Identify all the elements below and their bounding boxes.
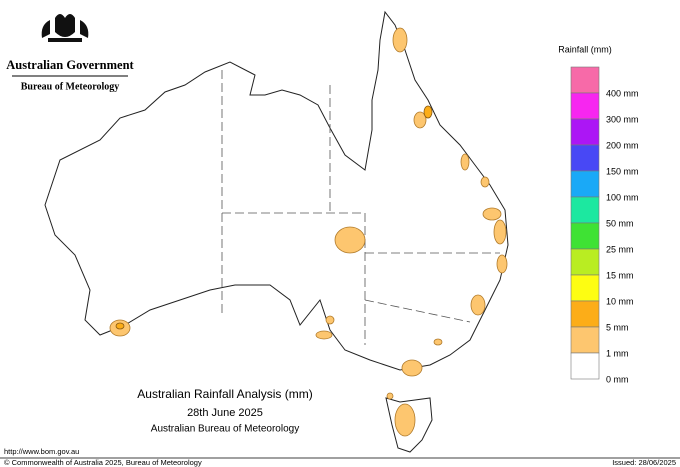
legend-swatch [570, 118, 600, 146]
legend-swatch [570, 92, 600, 120]
legend-label: 25 mm [606, 244, 634, 254]
map-source: Australian Bureau of Meteorology [151, 424, 299, 435]
legend-label: 1 mm [606, 348, 629, 358]
legend-label: 200 mm [606, 140, 639, 150]
legend-swatch [570, 274, 600, 302]
legend-swatch [570, 66, 600, 94]
legend-label: 5 mm [606, 322, 629, 332]
legend-label: 400 mm [606, 88, 639, 98]
crest [41, 14, 89, 42]
map-title: Australian Rainfall Analysis (mm) [137, 387, 312, 401]
legend-swatch [570, 248, 600, 276]
agency-name: Australian Government [6, 58, 134, 72]
legend-swatch [570, 170, 600, 198]
state-border [221, 70, 500, 345]
copyright: © Commonwealth of Australia 2025, Bureau… [4, 458, 202, 467]
legend-label: 150 mm [606, 166, 639, 176]
legend-swatch [570, 300, 600, 328]
legend-label: 10 mm [606, 296, 634, 306]
bureau-name: Bureau of Meteorology [21, 81, 120, 92]
rainfall-areas [109, 27, 508, 437]
legend: 400 mm 300 mm 200 mm 150 mm 100 mm 50 mm 25 mm… [570, 66, 639, 384]
map-date: 28th June 2025 [187, 407, 263, 419]
legend-swatch [570, 326, 600, 354]
legend-label: 300 mm [606, 114, 639, 124]
legend-label: 50 mm [606, 218, 634, 228]
legend-swatch [570, 144, 600, 172]
legend-label: 100 mm [606, 192, 639, 202]
legend-title: Rainfall (mm) [558, 44, 612, 54]
url: http://www.bom.gov.au [4, 447, 79, 456]
mainland-outline [44, 10, 509, 371]
legend-swatch [570, 352, 600, 380]
legend-swatch [570, 222, 600, 250]
legend-label: 0 mm [606, 374, 629, 384]
issued-date: Issued: 28/06/2025 [612, 458, 676, 467]
map [44, 10, 509, 453]
legend-label: 15 mm [606, 270, 634, 280]
legend-swatch [570, 196, 600, 224]
